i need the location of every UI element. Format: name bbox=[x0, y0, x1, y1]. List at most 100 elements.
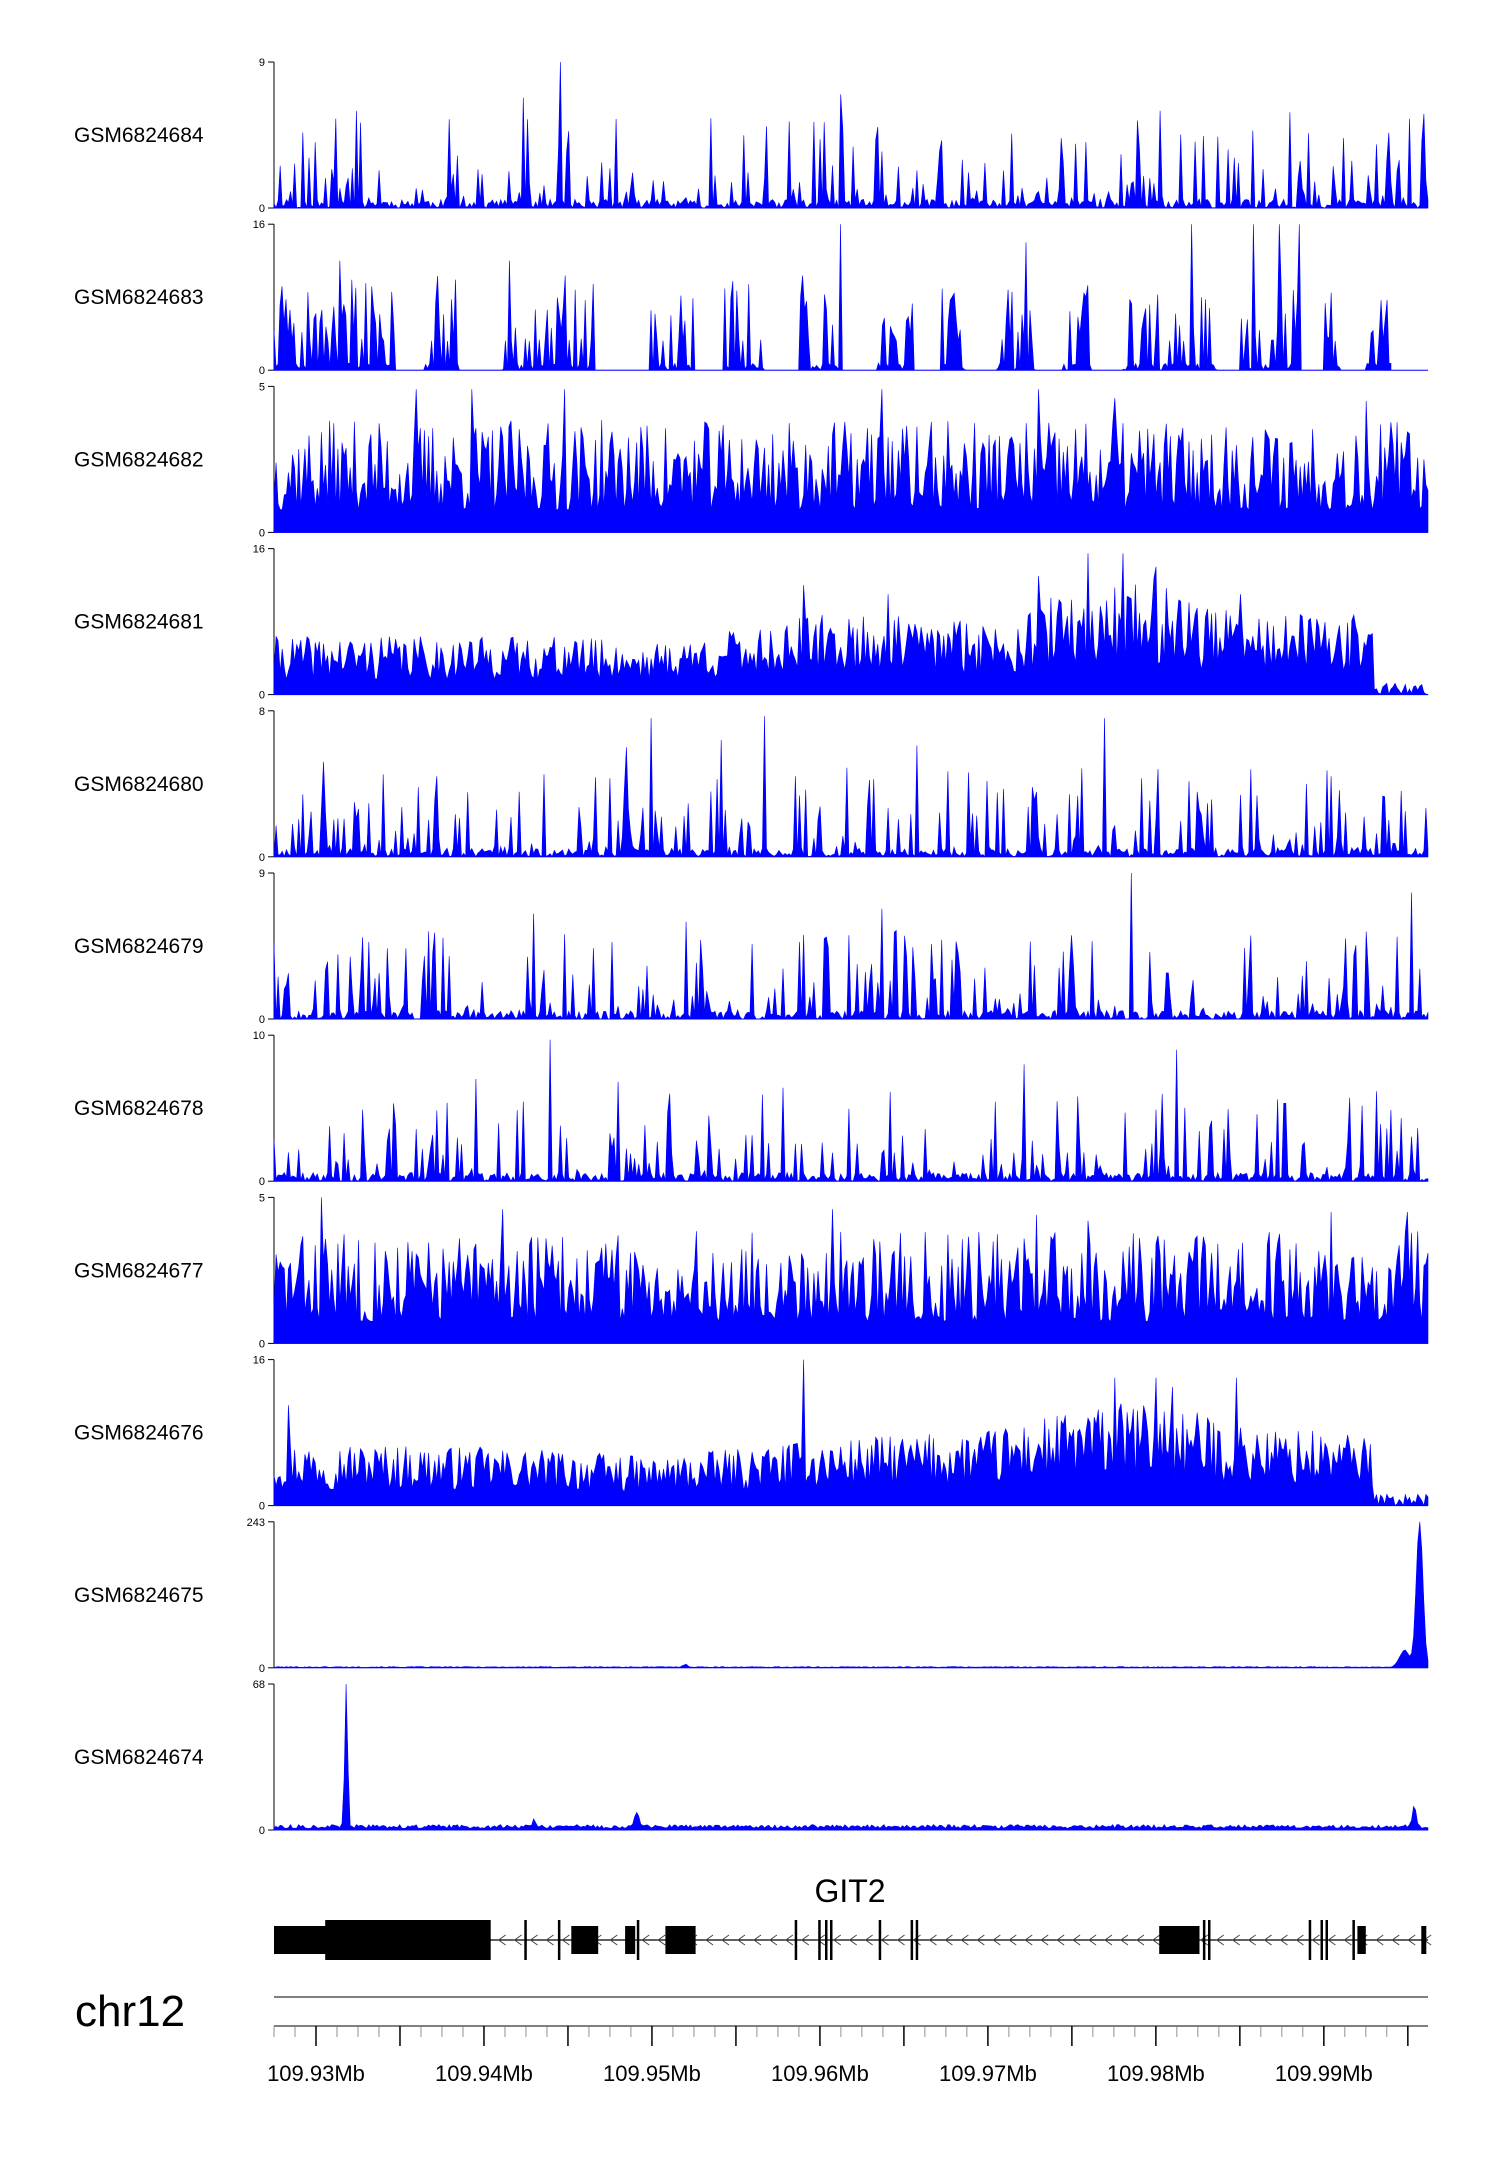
y-axis-min-label: 0 bbox=[259, 365, 265, 377]
strand-arrow bbox=[769, 1934, 778, 1946]
track-name: GSM6824683 bbox=[74, 286, 204, 309]
strand-arrow bbox=[1295, 1934, 1304, 1946]
strand-arrow bbox=[1263, 1934, 1272, 1946]
strand-arrow bbox=[1215, 1934, 1225, 1946]
track-name: GSM6824676 bbox=[74, 1422, 204, 1445]
track-GSM6824684: GSM6824684 9 0 bbox=[74, 57, 1429, 215]
strand-arrow bbox=[1231, 1934, 1240, 1946]
signal-area bbox=[273, 389, 1429, 533]
gene-name-label: GIT2 bbox=[814, 1873, 885, 1909]
y-axis-max-label: 5 bbox=[259, 381, 265, 393]
y-axis-max-label: 16 bbox=[253, 1355, 265, 1367]
track-name: GSM6824680 bbox=[74, 773, 204, 796]
strand-arrow bbox=[992, 1934, 1001, 1946]
genome-axis-tick-label: 109.95Mb bbox=[603, 2061, 701, 2086]
exon bbox=[1352, 1920, 1355, 1960]
strand-arrow bbox=[1152, 1934, 1161, 1946]
genome-axis-tick-label: 109.98Mb bbox=[1107, 2061, 1205, 2086]
strand-arrow bbox=[1343, 1934, 1352, 1946]
signal-area bbox=[273, 716, 1429, 858]
strand-arrow bbox=[513, 1934, 522, 1946]
signal-area bbox=[273, 1039, 1429, 1183]
track-GSM6824676: GSM6824676 16 0 bbox=[74, 1355, 1429, 1513]
y-axis-min-label: 0 bbox=[259, 690, 265, 702]
strand-arrow bbox=[880, 1934, 889, 1946]
signal-area bbox=[273, 553, 1429, 696]
exon bbox=[910, 1920, 914, 1960]
y-axis-max-label: 9 bbox=[259, 868, 265, 880]
exon bbox=[571, 1926, 599, 1954]
strand-arrow bbox=[753, 1934, 762, 1946]
strand-arrow bbox=[784, 1934, 794, 1946]
strand-arrow bbox=[1391, 1934, 1400, 1946]
exon bbox=[830, 1920, 833, 1960]
track-name: GSM6824684 bbox=[74, 124, 204, 147]
strand-arrow bbox=[976, 1934, 985, 1946]
strand-arrow bbox=[737, 1934, 746, 1946]
exon bbox=[524, 1920, 527, 1960]
track-GSM6824675: GSM6824675 243 0 bbox=[74, 1517, 1429, 1675]
strand-arrow bbox=[641, 1934, 650, 1946]
y-axis-max-label: 16 bbox=[253, 544, 265, 556]
strand-arrow bbox=[960, 1934, 969, 1946]
strand-arrow bbox=[1040, 1934, 1049, 1946]
strand-arrow bbox=[1088, 1934, 1097, 1946]
exon bbox=[557, 1920, 561, 1960]
y-axis-min-label: 0 bbox=[259, 1014, 265, 1026]
exon bbox=[794, 1920, 798, 1960]
strand-arrow bbox=[529, 1934, 538, 1946]
signal-area bbox=[273, 61, 1429, 209]
strand-arrow bbox=[1247, 1934, 1256, 1946]
signal-tracks: GSM682468490GSM6824683160GSM682468250GSM… bbox=[74, 57, 1429, 1837]
track-name: GSM6824675 bbox=[74, 1584, 204, 1607]
strand-arrow bbox=[1375, 1934, 1384, 1946]
strand-arrow bbox=[657, 1934, 666, 1946]
chromosome-ideogram: chr12 bbox=[75, 1987, 1428, 2036]
exon bbox=[1320, 1920, 1323, 1960]
strand-arrow bbox=[1311, 1934, 1320, 1946]
strand-arrow bbox=[944, 1934, 953, 1946]
signal-area bbox=[273, 1197, 1429, 1344]
exon bbox=[625, 1926, 636, 1954]
genome-axis-tick-label: 109.94Mb bbox=[435, 2061, 533, 2086]
chromosome-label: chr12 bbox=[75, 1987, 185, 2036]
signal-area bbox=[273, 872, 1429, 1021]
track-GSM6824682: GSM6824682 5 0 bbox=[74, 381, 1429, 539]
track-GSM6824680: GSM6824680 8 0 bbox=[74, 706, 1429, 864]
signal-area bbox=[273, 1683, 1429, 1831]
y-axis-min-label: 0 bbox=[259, 203, 265, 215]
strand-arrow bbox=[800, 1934, 810, 1946]
strand-arrow bbox=[1056, 1934, 1065, 1946]
strand-arrow bbox=[545, 1934, 554, 1946]
strand-arrow bbox=[816, 1934, 826, 1946]
y-axis-max-label: 5 bbox=[259, 1192, 265, 1204]
track-GSM6824677: GSM6824677 5 0 bbox=[74, 1192, 1429, 1350]
track-name: GSM6824674 bbox=[74, 1746, 204, 1769]
exon bbox=[636, 1920, 640, 1960]
track-name: GSM6824678 bbox=[74, 1097, 204, 1120]
strand-arrow bbox=[497, 1934, 506, 1946]
track-name: GSM6824677 bbox=[74, 1259, 204, 1282]
exon bbox=[1421, 1926, 1427, 1954]
y-axis-max-label: 243 bbox=[247, 1517, 265, 1529]
exon bbox=[818, 1920, 821, 1960]
strand-arrow bbox=[1008, 1934, 1017, 1946]
strand-arrow bbox=[705, 1934, 714, 1946]
strand-arrow bbox=[1136, 1934, 1145, 1946]
exon bbox=[915, 1920, 919, 1960]
y-axis-max-label: 68 bbox=[253, 1679, 265, 1691]
track-GSM6824679: GSM6824679 9 0 bbox=[74, 868, 1429, 1026]
exon bbox=[665, 1926, 696, 1954]
genome-axis-tick-label: 109.93Mb bbox=[267, 2061, 365, 2086]
y-axis-min-label: 0 bbox=[259, 852, 265, 864]
exon bbox=[878, 1920, 882, 1960]
strand-arrow bbox=[896, 1934, 905, 1946]
strand-arrow bbox=[721, 1934, 730, 1946]
strand-arrow bbox=[1072, 1934, 1081, 1946]
y-axis-min-label: 0 bbox=[259, 1501, 265, 1513]
strand-arrow bbox=[1024, 1934, 1033, 1946]
y-axis-max-label: 8 bbox=[259, 706, 265, 718]
strand-arrow bbox=[1327, 1934, 1336, 1946]
y-axis-max-label: 10 bbox=[253, 1030, 265, 1042]
